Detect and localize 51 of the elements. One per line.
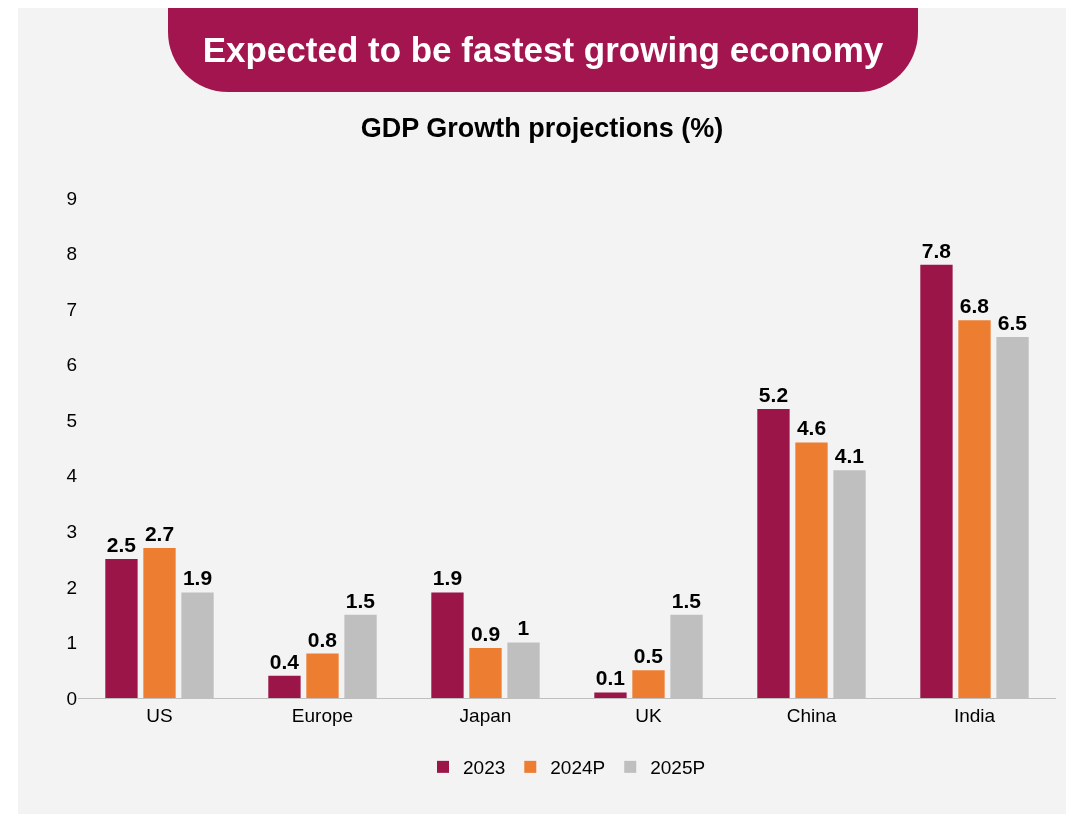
data-label: 6.5: [997, 310, 1028, 334]
data-label: 0.8: [307, 627, 338, 651]
data-label: 0.9: [470, 622, 501, 645]
data-label: 0.4: [269, 649, 300, 673]
bar: [594, 692, 627, 698]
y-tick-label: 2: [66, 576, 77, 598]
data-label: 0.5: [633, 644, 664, 668]
data-label: 1: [517, 616, 530, 640]
y-tick-label: 1: [66, 632, 77, 654]
data-label: 7.8: [921, 238, 952, 262]
x-tick-label: India: [953, 704, 996, 726]
x-tick-label: Europe: [291, 704, 354, 726]
bar: [268, 675, 301, 698]
x-tick-label: Japan: [459, 704, 512, 726]
data-label: 2.7: [144, 522, 175, 545]
data-label: 1.9: [182, 566, 213, 590]
x-tick-label: UK: [635, 704, 663, 726]
bar: [469, 648, 502, 698]
y-tick-label: 5: [66, 409, 77, 431]
chart-title: Expected to be fastest growing economy: [168, 8, 918, 92]
data-label: 1.5: [671, 588, 702, 612]
y-tick-label: 9: [66, 187, 77, 209]
y-tick-label: 3: [66, 520, 77, 542]
data-label: 6.8: [959, 294, 990, 318]
data-label: 1.5: [345, 588, 376, 612]
bar: [757, 409, 790, 698]
data-label: 4.6: [796, 416, 827, 440]
y-tick-label: 8: [66, 243, 77, 265]
bar: [306, 653, 339, 698]
y-tick-label: 4: [66, 465, 78, 487]
bar: [431, 592, 464, 698]
chart-subtitle: GDP Growth projections (%): [360, 113, 724, 144]
data-label: 4.1: [834, 444, 865, 468]
x-tick-label: China: [786, 704, 837, 726]
legend-label: 2024P: [550, 757, 606, 779]
data-label: 1.9: [432, 566, 463, 590]
y-tick-label: 6: [66, 354, 77, 376]
bar: [920, 264, 953, 698]
data-label: 2.5: [106, 533, 137, 557]
y-tick-label: 0: [66, 687, 77, 709]
bar: [143, 548, 176, 698]
bar: [958, 320, 991, 698]
bar: [105, 559, 138, 698]
bar: [632, 670, 665, 698]
data-label: 0.1: [595, 666, 626, 690]
bar: [795, 442, 828, 698]
legend-label: 2023: [463, 757, 506, 779]
x-tick-label: US: [146, 704, 173, 726]
data-label: 5.2: [758, 383, 789, 407]
y-tick-label: 7: [66, 298, 77, 320]
legend-label: 2025P: [650, 757, 706, 779]
